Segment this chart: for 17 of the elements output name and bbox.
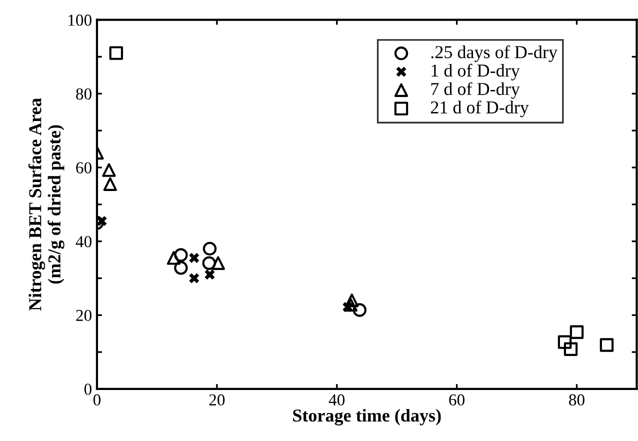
y-tick-label: 40 — [76, 236, 92, 248]
y-tick-label: 60 — [76, 162, 92, 174]
x-tick-label: 80 — [569, 394, 584, 406]
x-tick-label: 20 — [209, 394, 225, 406]
legend-label: 21 d of D-dry — [430, 100, 529, 118]
legend-label: 7 d of D-dry — [431, 82, 520, 99]
y-tick-label: 0 — [84, 384, 92, 395]
y-axis-title: Nitrogen BET Surface Area (m2/g of dried paste) — [28, 98, 64, 311]
y-tick-label: 20 — [76, 310, 92, 322]
x-tick-label: 40 — [328, 394, 345, 406]
legend-label: 1 d of D-dry — [432, 64, 520, 80]
x-tick-label: 60 — [449, 394, 465, 406]
x-tick-label: 0 — [93, 394, 101, 406]
y-tick-label: 80 — [76, 88, 92, 100]
y-tick-label: 100 — [68, 14, 92, 26]
x-axis-title: Storage time (days) — [293, 408, 441, 426]
legend-label: .25 days of D-dry — [431, 45, 558, 62]
